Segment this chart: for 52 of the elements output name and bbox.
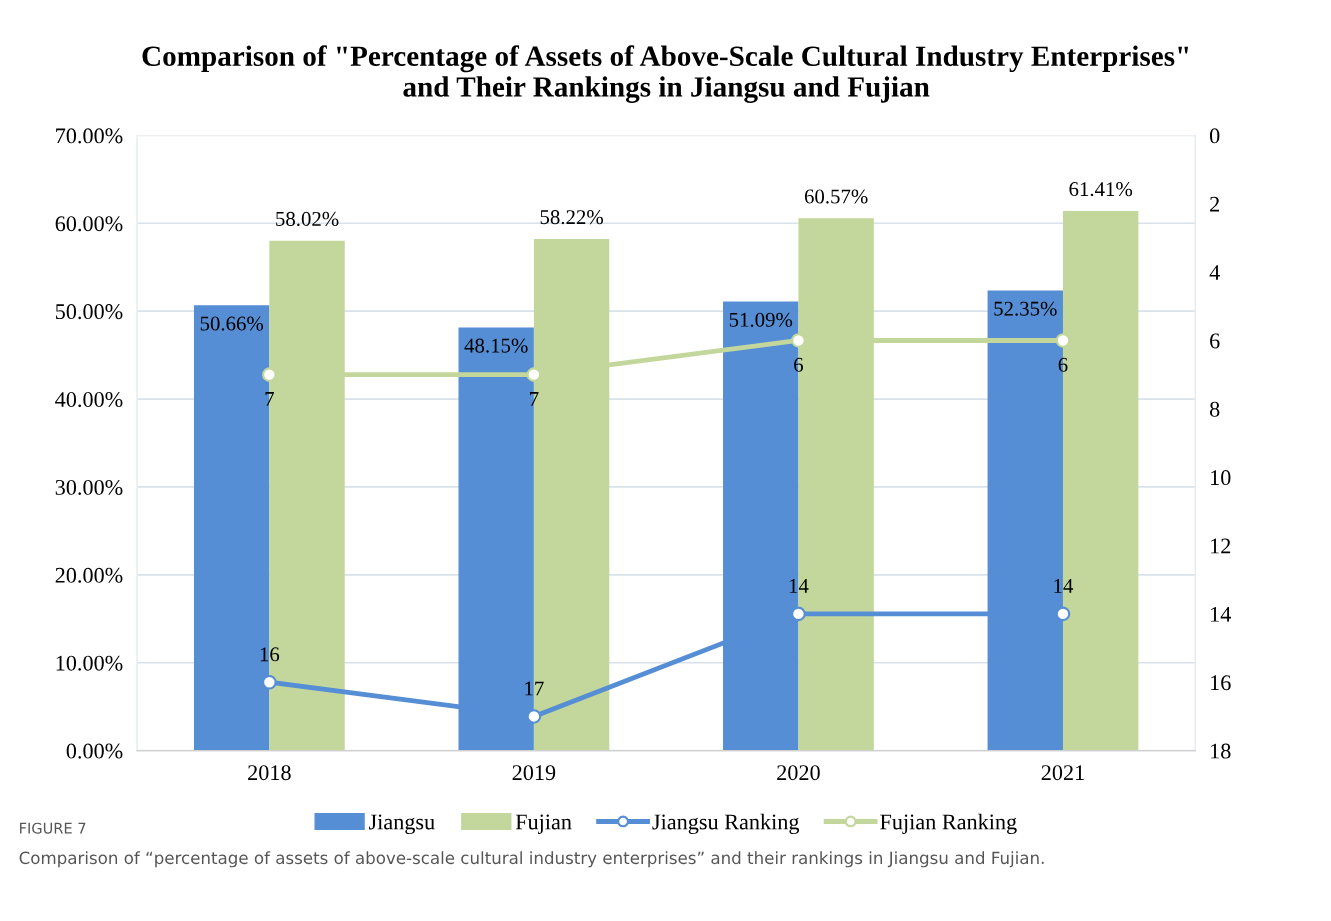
x-tick-label: 2021 xyxy=(1041,765,1084,781)
data-label: 6 xyxy=(794,357,804,372)
y2-tick-label: 16 xyxy=(1211,675,1231,691)
y-tick-label: 20.00% xyxy=(55,567,123,583)
point xyxy=(262,674,277,690)
y-tick-label: 50.00% xyxy=(55,304,123,320)
y2-tick-label: 0 xyxy=(1209,128,1220,144)
y2-tick-label: 12 xyxy=(1211,538,1231,554)
y2-tick-label: 4 xyxy=(1209,265,1220,280)
legend-label: Jiangsu xyxy=(368,814,435,835)
legend-label: Fujian Ranking xyxy=(880,813,1017,835)
legend-label: Fujian xyxy=(515,814,572,834)
data-label: 17 xyxy=(525,681,544,696)
data-label: 7 xyxy=(530,392,539,406)
chart-title: Comparison of "Percentage of Assets of Above-Scale Cultural Industry Enterprises" and Their Rankings in Jiangsu and Fujian xyxy=(142,45,1189,103)
point xyxy=(791,606,806,622)
y2-tick-label: 6 xyxy=(1210,333,1220,349)
data-label: 48.15% xyxy=(464,338,528,353)
y2-tick-label: 18 xyxy=(1211,743,1231,759)
y2-tick-label: 8 xyxy=(1209,401,1220,417)
data-label: 50.66% xyxy=(200,316,264,331)
data-label: 51.09% xyxy=(729,312,793,327)
point xyxy=(791,333,806,348)
y-tick-label: 0.00% xyxy=(66,743,123,759)
y-tick-label: 40.00% xyxy=(55,391,123,408)
x-tick-label: 2019 xyxy=(512,765,556,781)
text: Comparison of “percentage of assets of above-scale cultural industry enterprises” and their rankings in Jiangsu and Fujian. xyxy=(19,851,1044,868)
data-label: 58.22% xyxy=(540,210,603,225)
data-label: 60.57% xyxy=(804,189,868,204)
point xyxy=(1055,606,1071,622)
y2-tick-label: 10 xyxy=(1211,470,1231,486)
legend-label: Jiangsu Ranking xyxy=(652,813,800,835)
data-label: 14 xyxy=(789,579,809,593)
y-tick-label: 10.00% xyxy=(56,655,123,671)
point xyxy=(1055,333,1071,348)
x-tick-label: 2020 xyxy=(777,765,820,781)
data-label: 16 xyxy=(260,647,280,662)
y2-tick-label: 2 xyxy=(1210,196,1220,212)
point xyxy=(262,367,277,382)
data-label: 7 xyxy=(265,392,274,406)
data-label: 52.35% xyxy=(994,301,1057,316)
y-tick-label: 60.00% xyxy=(55,216,123,232)
data-label: 6 xyxy=(1058,357,1068,372)
caption: FIGURE 7 xyxy=(20,822,86,834)
point xyxy=(526,709,542,724)
data-label: 58.02% xyxy=(276,211,339,226)
y-tick-label: 70.00% xyxy=(56,128,123,144)
y2-tick-label: 14 xyxy=(1211,606,1231,622)
x-tick-label: 2018 xyxy=(248,765,291,781)
y-tick-label: 30.00% xyxy=(55,479,123,495)
data-label: 14 xyxy=(1054,579,1074,593)
data-label: 61.41% xyxy=(1069,182,1133,197)
